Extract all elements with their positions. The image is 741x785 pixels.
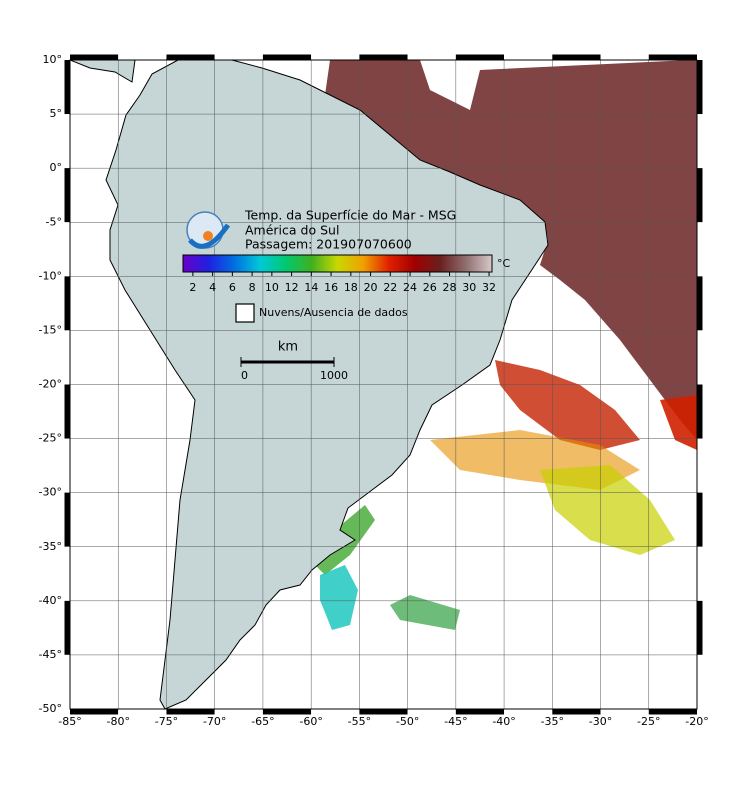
x-tick-label: -65°	[251, 715, 274, 728]
y-tick-label: -20°	[39, 378, 62, 391]
x-tick-label: -85°	[58, 715, 81, 728]
y-tick-label: 10°	[43, 53, 63, 66]
logo-arc	[188, 223, 231, 249]
colorbar-tick-label: 28	[443, 281, 457, 294]
sst-yellow	[540, 465, 675, 555]
y-tick-label: -50°	[39, 702, 62, 715]
colorbar-tick-label: 24	[403, 281, 417, 294]
colorbar-tick-label: 14	[304, 281, 318, 294]
x-tick-label: -55°	[348, 715, 371, 728]
logo-sun	[203, 231, 213, 241]
colorbar-tick-label: 20	[364, 281, 378, 294]
x-tick-label: -30°	[589, 715, 612, 728]
sst-warm	[325, 60, 697, 440]
legend-label: Nuvens/Ausencia de dados	[259, 306, 408, 319]
scale-tick-label: 1000	[320, 369, 348, 382]
scale-tick-label: 0	[241, 369, 248, 382]
x-tick-label: -80°	[106, 715, 129, 728]
logo	[186, 211, 231, 249]
central-america	[70, 60, 136, 83]
x-tick-label: -25°	[637, 715, 660, 728]
colorbar-tick-label: 16	[324, 281, 338, 294]
colorbar-tick-label: 12	[285, 281, 299, 294]
x-tick-label: -70°	[203, 715, 226, 728]
colorbar-tick-label: 22	[383, 281, 397, 294]
x-tick-label: -35°	[541, 715, 564, 728]
x-tick-label: -75°	[155, 715, 178, 728]
x-tick-label: -20°	[685, 715, 708, 728]
colorbar-tick-label: 30	[462, 281, 476, 294]
colorbar	[182, 254, 493, 273]
scale-unit: km	[278, 340, 298, 355]
title-line: América do Sul	[245, 223, 339, 238]
colorbar-tick-label: 18	[344, 281, 358, 294]
colorbar-tick-label: 10	[265, 281, 279, 294]
map-frame	[69, 59, 698, 710]
colorbar-tick-label: 2	[189, 281, 196, 294]
y-tick-label: -25°	[39, 432, 62, 445]
x-tick-label: -50°	[396, 715, 419, 728]
y-tick-label: -10°	[39, 269, 62, 282]
y-tick-label: -40°	[39, 594, 62, 607]
sst-red	[495, 360, 640, 450]
y-tick-label: -15°	[39, 323, 62, 336]
sst-cyan	[320, 565, 358, 630]
colorbar-unit: °C	[497, 257, 511, 270]
y-tick-label: -5°	[46, 215, 62, 228]
colorbar-tick-label: 26	[423, 281, 437, 294]
colorbar-tick-label: 8	[249, 281, 256, 294]
colorbar-tick-label: 4	[209, 281, 216, 294]
x-tick-label: -60°	[299, 715, 322, 728]
y-tick-label: -30°	[39, 486, 62, 499]
x-tick-label: -45°	[444, 715, 467, 728]
map-body	[70, 60, 697, 709]
title-line: Passagem: 201907070600	[245, 237, 412, 252]
colorbar-tick-label: 32	[482, 281, 496, 294]
legend-swatch	[235, 303, 255, 323]
x-tick-label: -40°	[492, 715, 515, 728]
y-tick-label: 0°	[50, 161, 63, 174]
y-tick-label: 5°	[50, 107, 63, 120]
title-line: Temp. da Superfície do Mar - MSG	[244, 208, 456, 223]
y-tick-label: -35°	[39, 540, 62, 553]
colorbar-tick-label: 6	[229, 281, 236, 294]
y-tick-label: -45°	[39, 648, 62, 661]
sst-red-east	[660, 395, 697, 450]
